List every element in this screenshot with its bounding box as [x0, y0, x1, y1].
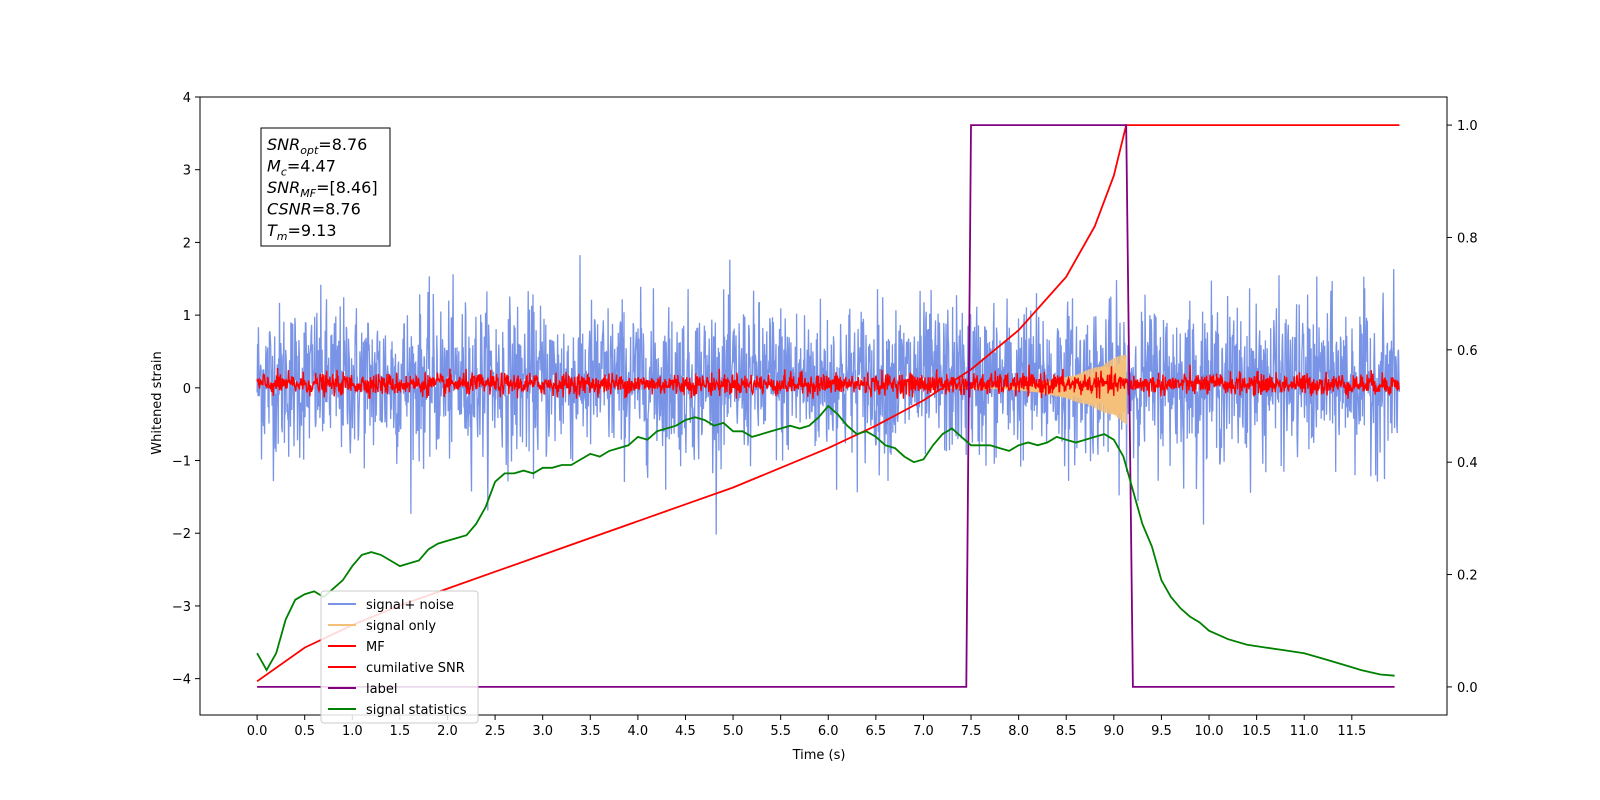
x-tick-label: 10.5 [1242, 724, 1271, 739]
y-tick-label: 3 [183, 164, 191, 179]
annotation-line: CSNR=8.76 [267, 200, 361, 219]
y2-tick-label: 0.0 [1457, 681, 1478, 696]
x-tick-label: 11.5 [1337, 724, 1366, 739]
series-signal-statistics [256, 404, 1395, 677]
x-tick-label: 9.0 [1103, 724, 1124, 739]
x-tick-label: 4.0 [628, 724, 649, 739]
y2-tick-label: 0.4 [1457, 456, 1478, 471]
y-axis-label: Whitened strain [150, 351, 165, 454]
legend-label: signal only [366, 619, 436, 634]
x-axis-label: Time (s) [792, 748, 846, 763]
y2-tick-label: 0.8 [1457, 231, 1478, 246]
x-tick-label: 2.0 [437, 724, 458, 739]
series-mf [256, 364, 1400, 399]
y-tick-label: −3 [172, 600, 191, 615]
y-tick-label: 2 [183, 236, 191, 251]
x-tick-label: 3.0 [532, 724, 553, 739]
y-tick-label: 1 [183, 309, 191, 324]
y2-tick-label: 1.0 [1457, 119, 1478, 134]
y-tick-label: −4 [172, 673, 191, 688]
legend: signal+ noise signal only MF cumilative SNR… [320, 590, 479, 724]
axes: 0.0 0.5 1.0 1.5 2.0 2.5 3.0 3.5 4.0 4.5 5.0 5.5 6.0 6… [172, 91, 1478, 739]
legend-label: MF [366, 640, 385, 655]
legend-label: cumilative SNR [366, 661, 465, 676]
x-tick-label: 5.5 [770, 724, 791, 739]
legend-label: signal statistics [366, 703, 467, 718]
x-tick-label: 1.5 [390, 724, 411, 739]
plot-frame [199, 96, 1448, 716]
series-label [257, 124, 1395, 688]
x-tick-label: 7.0 [913, 724, 934, 739]
x-tick-label: 9.5 [1151, 724, 1172, 739]
annotation-line: SNRMF=[8.46] [267, 178, 378, 200]
annotation-frame [260, 127, 391, 247]
x-tick-label: 2.5 [485, 724, 506, 739]
x-tick-label: 6.5 [866, 724, 887, 739]
y2-tick-label: 0.2 [1457, 569, 1478, 584]
legend-label: signal+ noise [366, 598, 454, 613]
y-tick-label: 4 [183, 91, 191, 106]
x-tick-label: 8.0 [1008, 724, 1029, 739]
annotation-line: Tm=9.13 [267, 221, 337, 243]
y2-tick-label: 0.6 [1457, 344, 1478, 359]
x-tick-label: 5.0 [723, 724, 744, 739]
x-tick-label: 1.0 [342, 724, 363, 739]
y-tick-label: −2 [172, 527, 191, 542]
x-tick-label: 10.0 [1195, 724, 1224, 739]
x-tick-label: 0.5 [294, 724, 315, 739]
annotation-line: Mc=4.47 [267, 157, 336, 179]
x-tick-label: 6.0 [818, 724, 839, 739]
x-tick-label: 7.5 [961, 724, 982, 739]
x-tick-label: 11.0 [1290, 724, 1319, 739]
x-tick-label: 0.0 [247, 724, 268, 739]
legend-frame [320, 590, 479, 724]
x-tick-label: 3.5 [580, 724, 601, 739]
x-tick-label: 8.5 [1056, 724, 1077, 739]
legend-label: label [366, 682, 397, 697]
y-tick-label: −1 [172, 455, 191, 470]
y-tick-label: 0 [183, 382, 191, 397]
annotation-line: SNRopt=8.76 [267, 135, 367, 157]
x-tick-label: 4.5 [675, 724, 696, 739]
